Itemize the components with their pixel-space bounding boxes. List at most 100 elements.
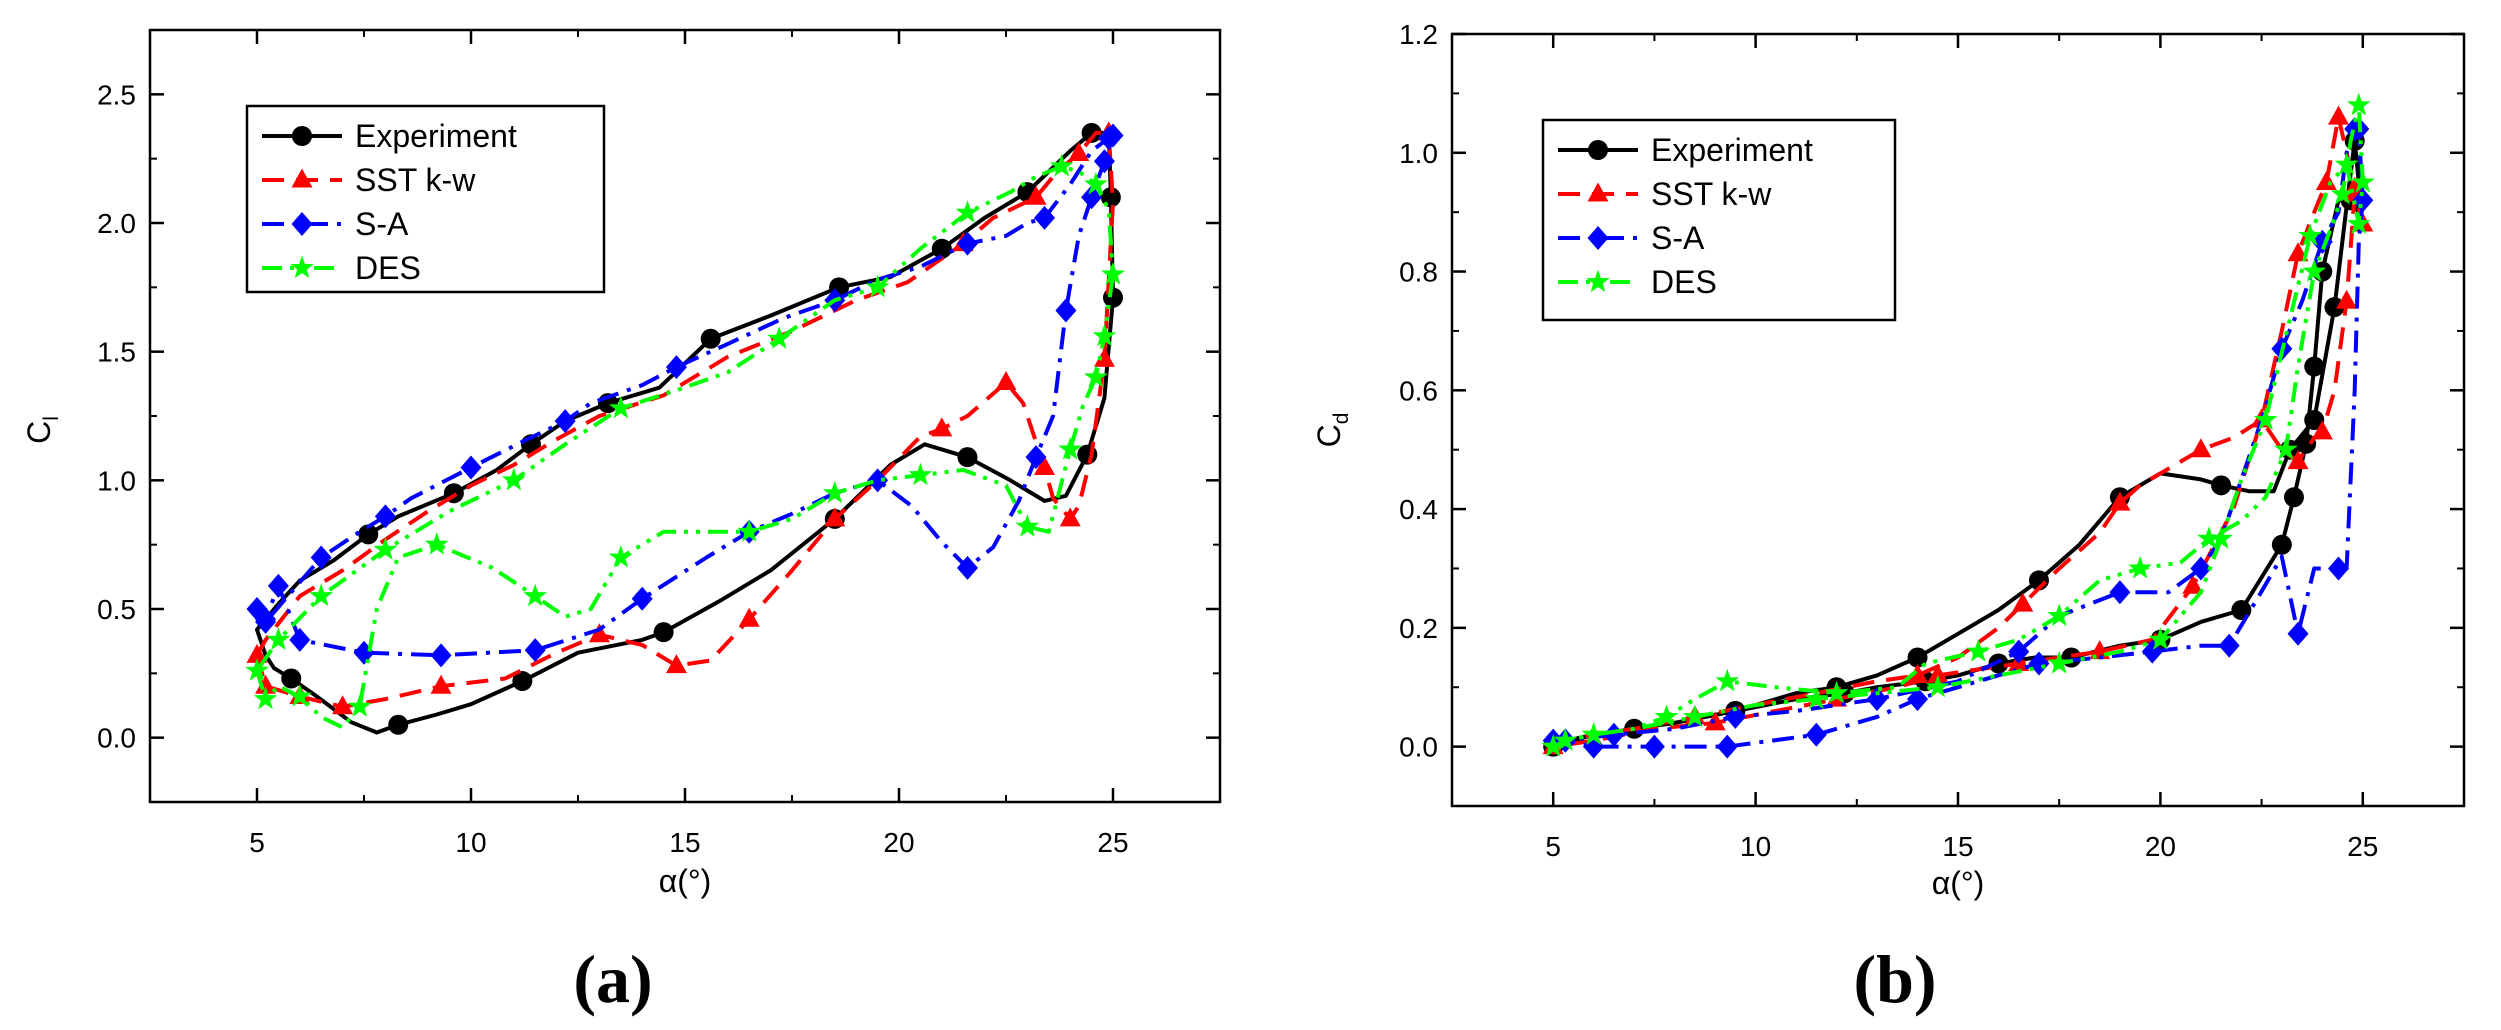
panel-b-xtick-label: 20 — [2145, 831, 2176, 862]
panel-a-series-sst-k-w-point — [824, 507, 846, 527]
panel-a-series-s-a-point — [1055, 298, 1077, 323]
panel-a-series-des-point — [908, 462, 933, 486]
panel-b-series-des-point — [2302, 259, 2327, 282]
panel-b-ytick-label: 0.0 — [1399, 732, 1438, 763]
panel-a-series-des-point — [523, 583, 548, 607]
panel-b-series-experiment-point — [2296, 433, 2317, 454]
panel-a-chart: 5 10 15 20 25 0.0 0.5 1.0 1.5 2.0 2.5 α(°) Cl Expe… — [21, 28, 1222, 1017]
panel-a-series-experiment-point — [931, 238, 952, 259]
panel-b-series-sst-k-w-point — [1704, 711, 1726, 731]
panel-a-ylabel-main: C — [21, 421, 57, 444]
panel-b-legend-des-marker — [1586, 269, 1610, 293]
panel-a-legend-des-label: DES — [355, 250, 421, 286]
panel-b-series-des-point — [2197, 526, 2221, 549]
panel-b-legend-sst-k-w-label: SST k-w — [1651, 176, 1772, 212]
panel-b-legend-s-a-label: S-A — [1651, 220, 1705, 256]
panel-b-ytick-label: 1.2 — [1399, 19, 1438, 50]
panel-b-series-sst-k-w-point — [2315, 170, 2337, 190]
panel-a-legend-experiment-marker — [292, 126, 312, 146]
panel-a-series-des-point — [347, 694, 372, 717]
panel-b-series-des-point — [2209, 526, 2233, 549]
panel-b-ytick-label: 0.4 — [1399, 494, 1438, 525]
panel-b-series-sst-k-w-point — [2182, 574, 2204, 594]
panel-a-series-des-line — [255, 164, 1115, 730]
panel-a-series-des-point — [865, 274, 890, 298]
panel-a-series-experiment-point — [1103, 287, 1123, 308]
panel-b-xtick-label: 15 — [1942, 831, 1973, 862]
panel-a-series-s-a-point — [867, 468, 889, 493]
panel-a-series-des-point — [822, 480, 847, 504]
panel-b-series-s-a-point — [1866, 687, 1888, 712]
panel-a-series-s-a-point — [665, 355, 687, 380]
panel-b-xtick-label: 10 — [1740, 831, 1771, 862]
panel-b-ytick-label: 1.0 — [1399, 138, 1438, 169]
panel-a-series-sst-k-w-point — [332, 695, 354, 715]
panel-b-series-des-point — [2047, 651, 2072, 674]
panel-b-series-sst-k-w-point — [2287, 450, 2309, 470]
panel-a-series-experiment-point — [700, 328, 721, 349]
panel-a-series-s-a-point — [289, 627, 311, 652]
panel-a-series-des-point — [1084, 171, 1108, 195]
panel-a-legend-sst-k-w-label: SST k-w — [355, 162, 476, 198]
panel-a-xtick-label: 10 — [455, 827, 486, 858]
panel-a-legend-sst-k-w-marker — [291, 168, 313, 188]
panel-b-series — [1541, 92, 2375, 759]
panel-a-series-des-point — [1092, 323, 1117, 347]
panel-a-series-des-point — [245, 658, 269, 681]
panel-a-series-des-point — [737, 519, 762, 542]
panel-a-series-des-point — [266, 627, 291, 650]
panel-b-legend-sst-k-w-marker — [1587, 182, 1609, 202]
panel-a-series-des-point — [955, 200, 980, 223]
panel-a-series-s-a-point — [460, 455, 482, 480]
panel-b-series-des-point — [2047, 603, 2072, 627]
panel-b-series-sst-k-w-point — [2336, 289, 2358, 309]
panel-b-series-des-point — [2253, 407, 2278, 431]
panel-a-series-s-a-point — [956, 555, 978, 580]
panel-a-series-des-point — [1084, 364, 1108, 388]
panel-a-series-s-a-point — [374, 504, 396, 529]
panel-a-series-experiment-point — [653, 622, 674, 643]
panel-a-ytick-label: 1.5 — [97, 337, 136, 368]
panel-a-ytick-label: 2.5 — [97, 79, 136, 110]
panel-b-series-des-point — [2128, 556, 2152, 579]
panel-a-legend-experiment-label: Experiment — [355, 118, 517, 154]
panel-a-series-experiment-point — [512, 671, 533, 692]
panel-a-ylabel: Cl — [21, 416, 63, 444]
panel-a-ytick-label: 0.5 — [97, 594, 136, 625]
panel-b-series-sst-k-w-point — [2190, 438, 2212, 458]
panel-b-series-sst-k-w-point — [2311, 420, 2333, 440]
panel-a-legend-s-a-label: S-A — [355, 206, 409, 242]
panel-a-series-des-point — [253, 686, 278, 710]
panel-b-series-experiment-point — [2283, 487, 2304, 508]
panel-b-series-s-a-point — [1716, 734, 1738, 759]
panel-b-xlabel: α(°) — [1932, 865, 1985, 901]
panel-a-series-des-point — [424, 532, 449, 555]
panel-a-xtick-label: 5 — [249, 827, 265, 858]
panel-b-series-des-point — [2330, 181, 2355, 205]
panel-a-series-des-point — [767, 326, 791, 349]
panel-b-legend-des-label: DES — [1651, 264, 1717, 300]
panel-a-series-s-a-point — [310, 545, 332, 570]
panel-a-series-sst-k-w-point — [1025, 185, 1047, 205]
panel-a-series-des-point — [1058, 437, 1083, 460]
panel-b-series-experiment-point — [2271, 534, 2292, 555]
panel-a-series — [245, 121, 1125, 735]
panel-a-xtick-label: 20 — [883, 827, 914, 858]
panel-a-series-s-a-point — [956, 231, 978, 256]
panel-a-legend: Experiment SST k-w S-A DES — [245, 104, 606, 294]
panel-a-series-s-a-point — [1098, 126, 1120, 151]
panel-a-xtick-label: 25 — [1097, 827, 1128, 858]
panel-b-series-s-a-point — [2190, 556, 2212, 581]
panel-b-ylabel-main: C — [1311, 424, 1347, 447]
panel-b-series-s-a-point — [1907, 687, 1929, 712]
panel-b-ylabel-sub: d — [1330, 413, 1353, 425]
panel-a-series-sst-k-w-point — [1068, 142, 1090, 162]
panel-a-series-sst-k-w-point — [255, 674, 277, 694]
panel-b-series-des-point — [2346, 211, 2371, 235]
panel-b-ytick-label: 0.8 — [1399, 257, 1438, 288]
panel-b-label: (b) — [1853, 941, 1936, 1017]
panel-b-ytick-label: 0.2 — [1399, 613, 1438, 644]
panel-b-series-experiment-point — [2324, 297, 2345, 318]
panel-a-ytick-label: 1.0 — [97, 465, 136, 496]
panel-a-series-sst-k-w-point — [738, 607, 760, 627]
